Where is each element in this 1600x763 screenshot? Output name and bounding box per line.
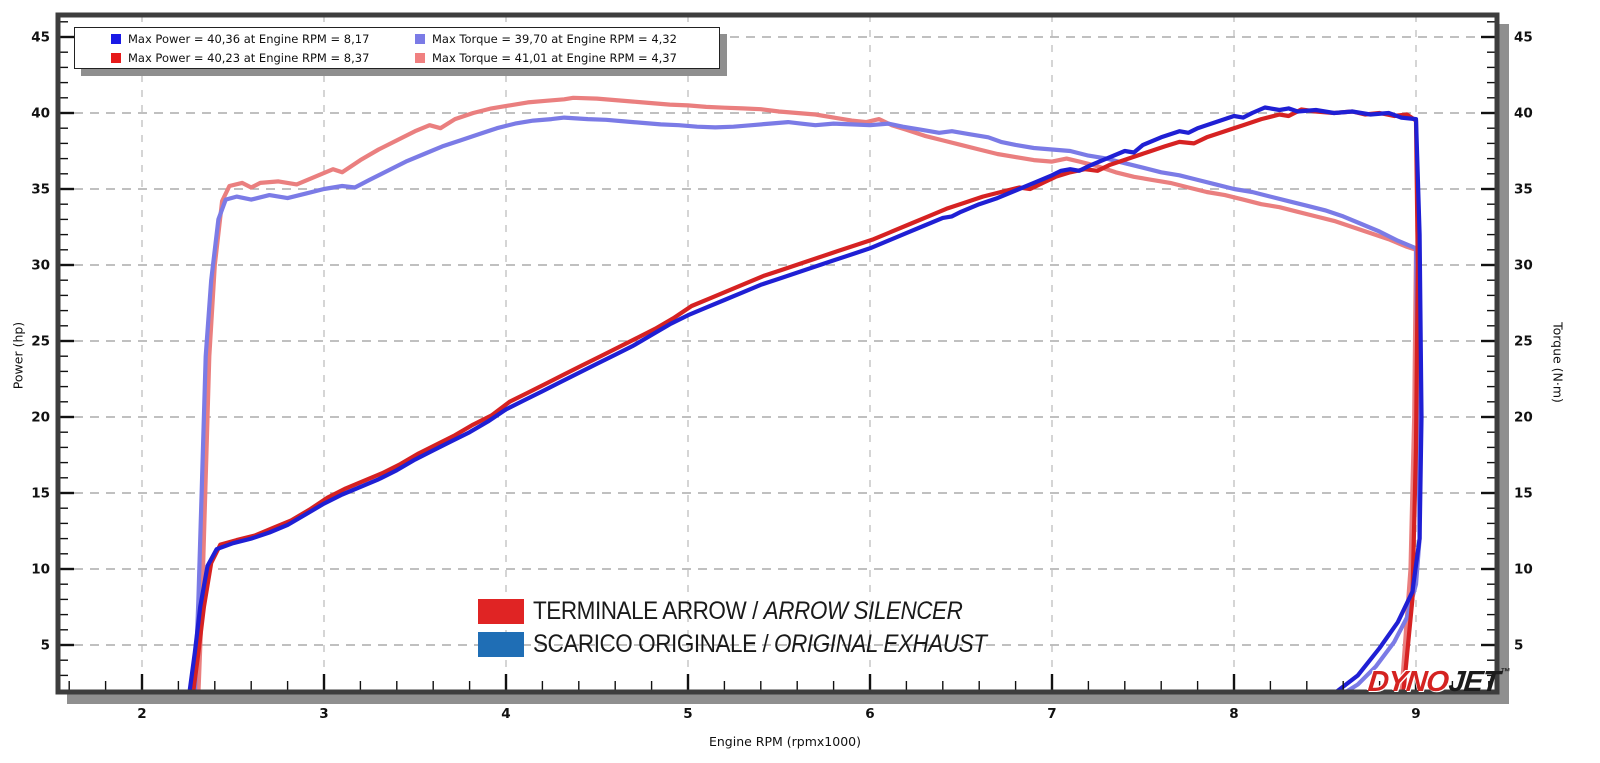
svg-text:2: 2 (137, 706, 146, 722)
svg-text:40: 40 (1514, 106, 1533, 122)
max-torque-original-label: Max Torque = 39,70 at Engine RPM = 4,32 (432, 31, 677, 46)
y-axis-left-title: Power (hp) (10, 321, 26, 390)
svg-text:5: 5 (41, 638, 50, 654)
series-legend-row: SCARICO ORIGINALE / ORIGINAL EXHAUST (478, 630, 1037, 659)
svg-text:10: 10 (1514, 562, 1533, 578)
svg-text:45: 45 (1514, 30, 1533, 46)
stats-legend-row: Max Power = 40,36 at Engine RPM = 8,17 M… (111, 29, 719, 48)
stats-legend-entry: Max Power = 40,23 at Engine RPM = 8,37 (111, 51, 415, 65)
stats-legend-entry: Max Torque = 41,01 at Engine RPM = 4,37 (415, 51, 719, 65)
series-legend-row: TERMINALE ARROW / ARROW SILENCER (478, 596, 1037, 626)
svg-text:8: 8 (1229, 706, 1238, 722)
svg-text:30: 30 (31, 258, 50, 274)
stats-legend-entry: Max Power = 40,36 at Engine RPM = 8,17 (111, 32, 415, 46)
svg-text:20: 20 (1514, 410, 1533, 426)
svg-text:15: 15 (31, 486, 50, 502)
torque-original-swatch-icon (415, 33, 425, 44)
torque-arrow-swatch-icon (415, 52, 425, 63)
y-axis-right-title: Torque (N·m) (1550, 322, 1566, 403)
svg-text:25: 25 (1514, 334, 1533, 350)
original-exhaust-label-main: SCARICO ORIGINALE / (533, 629, 775, 658)
svg-text:3: 3 (319, 706, 328, 722)
svg-text:5: 5 (1514, 638, 1523, 654)
svg-text:4: 4 (501, 706, 510, 722)
svg-text:45: 45 (31, 30, 50, 46)
svg-text:6: 6 (865, 706, 874, 722)
dynojet-logo-dyno: DYNO (1366, 666, 1450, 698)
svg-text:40: 40 (31, 106, 50, 122)
arrow-silencer-swatch-icon (478, 598, 524, 624)
svg-text:30: 30 (1514, 258, 1533, 274)
svg-text:35: 35 (1514, 182, 1533, 198)
power-arrow-swatch-icon (111, 52, 121, 63)
svg-text:25: 25 (31, 334, 50, 350)
arrow-silencer-label-en: ARROW SILENCER (763, 596, 963, 625)
svg-text:35: 35 (31, 182, 50, 198)
svg-text:9: 9 (1411, 706, 1420, 722)
series-legend: TERMINALE ARROW / ARROW SILENCER SCARICO… (478, 596, 1037, 664)
dynojet-logo: DYNOJET™ (1366, 666, 1511, 698)
stats-legend-box: Max Power = 40,36 at Engine RPM = 8,17 M… (74, 27, 720, 69)
trademark-icon: ™ (1499, 667, 1511, 678)
dynojet-logo-jet: JET (1447, 666, 1501, 698)
original-exhaust-swatch-icon (478, 631, 524, 657)
power-original-swatch-icon (111, 33, 121, 44)
arrow-silencer-label: TERMINALE ARROW / ARROW SILENCER (533, 596, 963, 626)
svg-text:5: 5 (683, 706, 692, 722)
svg-text:7: 7 (1047, 706, 1056, 722)
svg-text:20: 20 (31, 410, 50, 426)
x-axis-title: Engine RPM (rpmx1000) (708, 734, 861, 749)
stats-legend-row: Max Power = 40,23 at Engine RPM = 8,37 M… (111, 48, 719, 67)
max-torque-arrow-label: Max Torque = 41,01 at Engine RPM = 4,37 (432, 50, 677, 65)
svg-text:15: 15 (1514, 486, 1533, 502)
stats-legend-entry: Max Torque = 39,70 at Engine RPM = 4,32 (415, 32, 719, 46)
max-power-original-label: Max Power = 40,36 at Engine RPM = 8,17 (128, 31, 370, 46)
original-exhaust-label: SCARICO ORIGINALE / ORIGINAL EXHAUST (533, 630, 987, 659)
svg-text:10: 10 (31, 562, 50, 578)
original-exhaust-label-en: ORIGINAL EXHAUST (774, 629, 987, 658)
arrow-silencer-label-main: TERMINALE ARROW / (533, 596, 764, 625)
max-power-arrow-label: Max Power = 40,23 at Engine RPM = 8,37 (128, 50, 370, 65)
